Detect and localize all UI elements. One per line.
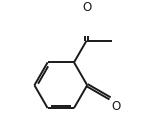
Text: O: O [82, 1, 91, 14]
Text: O: O [112, 100, 121, 113]
